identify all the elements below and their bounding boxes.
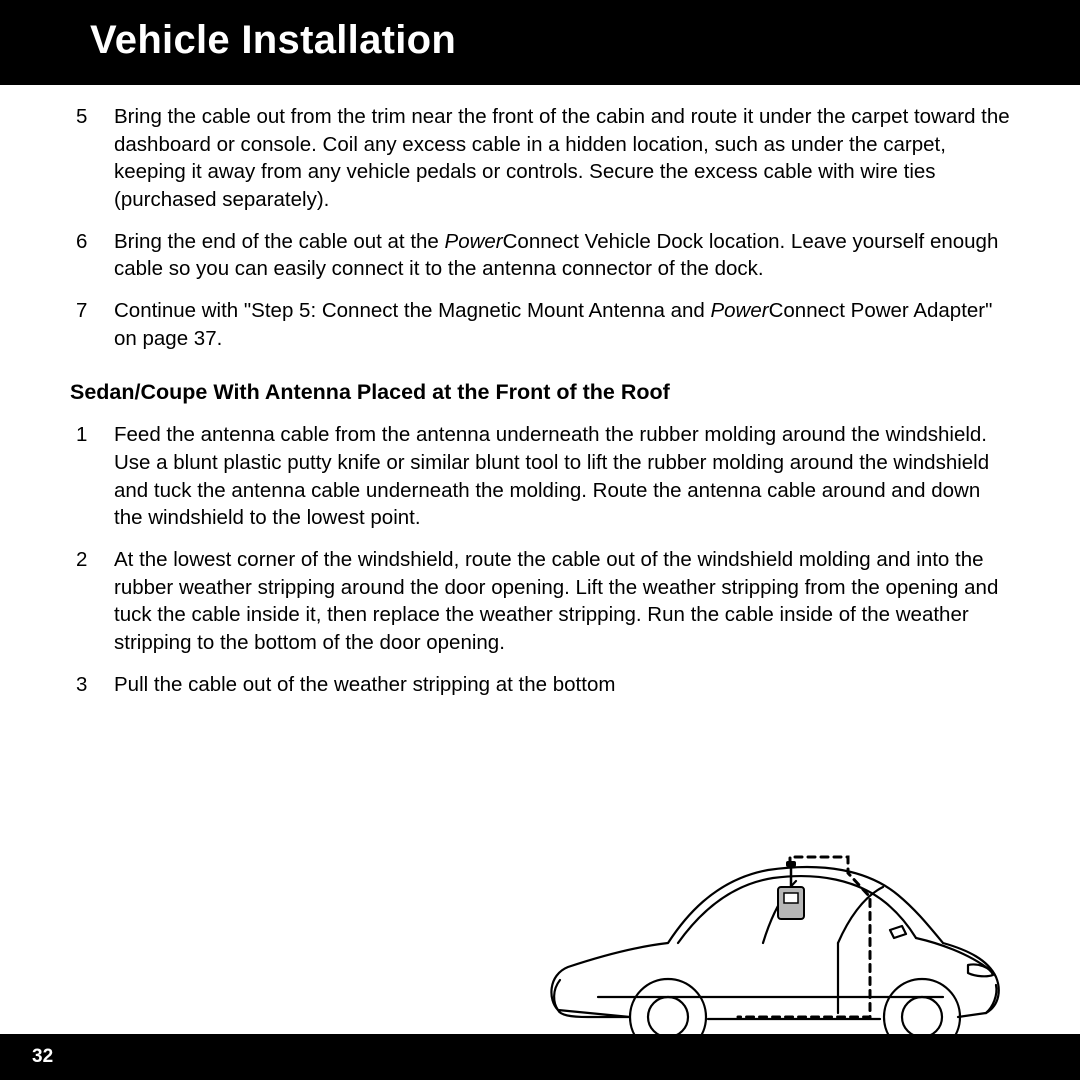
page-number: 32 bbox=[32, 1046, 53, 1067]
list-item: 2At the lowest corner of the windshield,… bbox=[70, 546, 1010, 657]
list-item-text: Bring the cable out from the trim near t… bbox=[114, 103, 1010, 214]
list-item-text: At the lowest corner of the windshield, … bbox=[114, 546, 1010, 657]
page-title: Vehicle Installation bbox=[90, 18, 990, 63]
list-item: 1Feed the antenna cable from the antenna… bbox=[70, 421, 1010, 532]
list-item: 3Pull the cable out of the weather strip… bbox=[70, 671, 1010, 699]
list-item-number: 7 bbox=[70, 297, 114, 352]
list-item: 5Bring the cable out from the trim near … bbox=[70, 103, 1010, 214]
list-item-number: 1 bbox=[70, 421, 114, 532]
instruction-list-continued: 5Bring the cable out from the trim near … bbox=[70, 103, 1010, 352]
list-item-number: 3 bbox=[70, 671, 114, 699]
instruction-list-front-roof: 1Feed the antenna cable from the antenna… bbox=[70, 421, 1010, 698]
list-item-text: Feed the antenna cable from the antenna … bbox=[114, 421, 1010, 532]
list-item-text: Pull the cable out of the weather stripp… bbox=[114, 671, 1010, 699]
list-item-text: Continue with "Step 5: Connect the Magne… bbox=[114, 297, 1010, 352]
header-bar: Vehicle Installation bbox=[0, 0, 1080, 85]
list-item-text: Bring the end of the cable out at the Po… bbox=[114, 228, 1010, 283]
list-item: 7Continue with "Step 5: Connect the Magn… bbox=[70, 297, 1010, 352]
section-heading: Sedan/Coupe With Antenna Placed at the F… bbox=[70, 378, 1010, 407]
car-diagram bbox=[538, 825, 1008, 1075]
page-content: 5Bring the cable out from the trim near … bbox=[0, 85, 1080, 1034]
list-item-number: 5 bbox=[70, 103, 114, 214]
list-item-number: 6 bbox=[70, 228, 114, 283]
list-item: 6Bring the end of the cable out at the P… bbox=[70, 228, 1010, 283]
list-item-number: 2 bbox=[70, 546, 114, 657]
